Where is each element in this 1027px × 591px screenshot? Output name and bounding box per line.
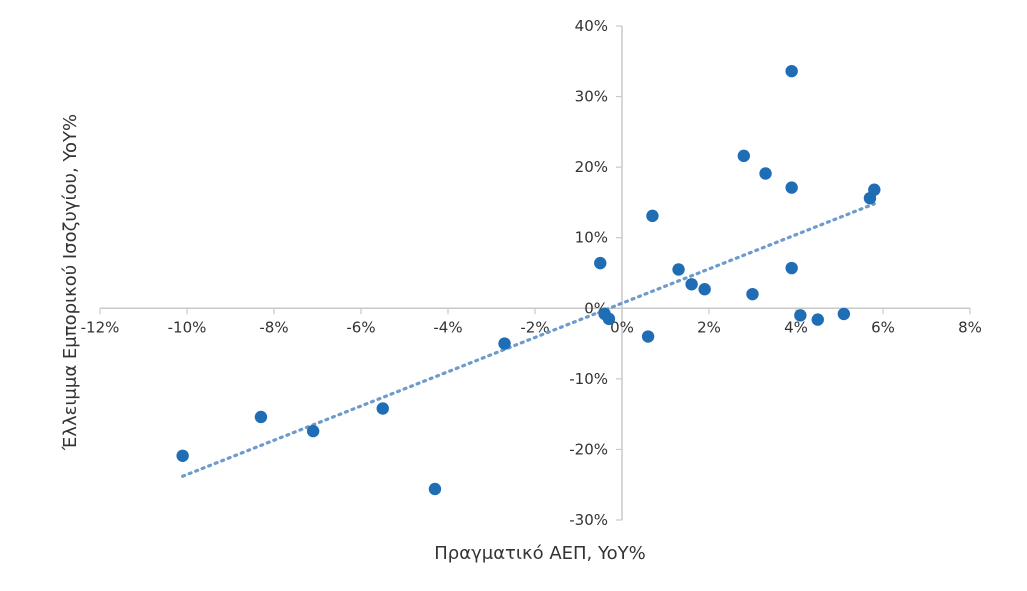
- x-tick-label: -12%: [81, 318, 120, 336]
- y-tick-label: -30%: [569, 511, 608, 529]
- x-axis-ticks: -12% -10% -8% -6% -4% -2% 0% 2% 4% 6% 8%: [81, 308, 982, 336]
- x-tick-label: -8%: [259, 318, 288, 336]
- data-point: [811, 313, 824, 326]
- data-point: [254, 410, 268, 424]
- data-point: [785, 64, 798, 78]
- data-point: [759, 167, 772, 180]
- x-tick-label: 2%: [697, 318, 721, 336]
- x-tick-label: 0%: [610, 318, 634, 336]
- x-tick-label: -4%: [433, 318, 462, 336]
- data-point: [837, 307, 851, 321]
- data-point: [672, 263, 685, 276]
- x-tick-label: -10%: [168, 318, 207, 336]
- x-tick-label: 4%: [784, 318, 808, 336]
- data-point: [176, 449, 189, 462]
- y-tick-label: -10%: [569, 370, 608, 388]
- data-point: [698, 283, 711, 296]
- data-point: [646, 209, 659, 223]
- y-axis-title: Έλλειμμα Εμπορικού Ισοζυγίου, YoY%: [60, 114, 81, 451]
- x-tick-label: -2%: [520, 318, 549, 336]
- data-point: [685, 278, 698, 291]
- data-points: [176, 64, 881, 496]
- y-tick-label: 20%: [575, 158, 608, 176]
- axes: [100, 26, 970, 520]
- data-point: [428, 482, 442, 496]
- y-tick-label: 40%: [575, 17, 608, 35]
- data-point: [306, 424, 320, 438]
- data-point: [594, 256, 607, 270]
- data-point: [746, 287, 759, 301]
- data-point: [376, 402, 389, 415]
- trendline-group: [181, 202, 876, 478]
- data-point: [602, 312, 616, 326]
- data-point: [785, 181, 798, 194]
- data-point: [498, 337, 511, 350]
- x-tick-label: 6%: [871, 318, 895, 336]
- x-tick-label: -6%: [346, 318, 375, 336]
- data-point: [868, 183, 881, 196]
- x-axis-title: Πραγματικό ΑΕΠ, YoY%: [434, 543, 645, 564]
- data-point: [794, 309, 807, 322]
- y-tick-label: 10%: [575, 229, 608, 247]
- data-point: [737, 149, 750, 163]
- data-point: [785, 261, 798, 275]
- y-tick-label: 30%: [575, 88, 608, 106]
- x-tick-label: 8%: [958, 318, 982, 336]
- y-tick-label: -20%: [569, 440, 608, 458]
- y-axis-ticks: -30%-20%-10%0%10%20%30%40%: [569, 17, 622, 529]
- data-point: [641, 330, 655, 343]
- trendline: [181, 202, 876, 478]
